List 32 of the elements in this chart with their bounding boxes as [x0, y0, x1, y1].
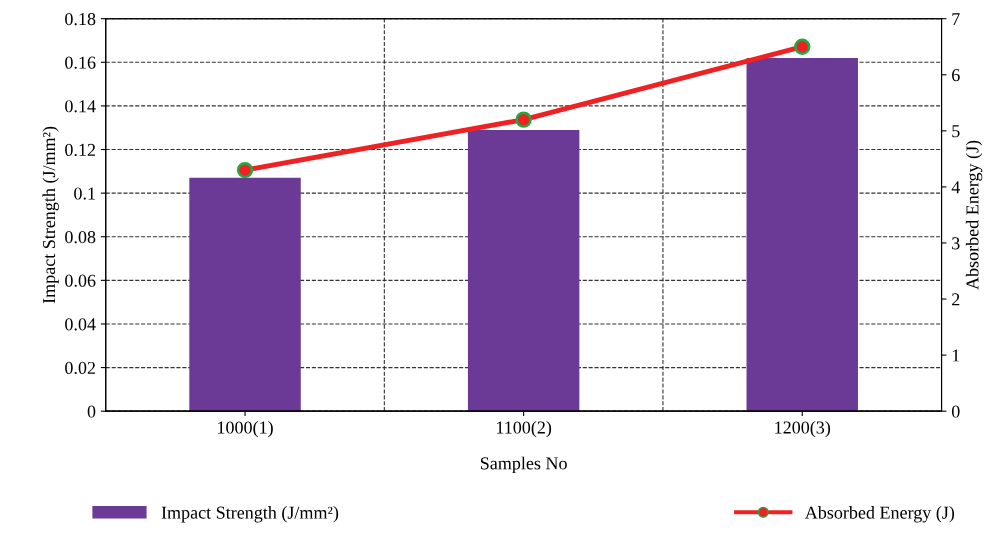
y2-axis-title: Absorbed Energy (J)	[965, 140, 983, 290]
point	[794, 38, 811, 55]
bar	[189, 177, 301, 412]
bar	[746, 57, 858, 412]
y2-tick-label: 2	[952, 293, 960, 306]
point	[236, 161, 254, 179]
y2-tick-label: 4	[951, 181, 961, 194]
legend-label: Absorbed Energy (J)	[804, 506, 955, 523]
y2-tick-label: 7	[952, 13, 960, 25]
y-tick-label: 0.06	[65, 274, 96, 287]
y-tick-label: 0.1	[74, 187, 95, 200]
y2-tick-label: 3	[952, 237, 960, 250]
y-tick-label: 0	[87, 405, 96, 418]
y-tick-label: 0.04	[65, 318, 96, 331]
y-tick-label: 0.14	[65, 100, 96, 113]
x-tick-label: 1000(1)	[218, 420, 273, 438]
y2-tick-label: 5	[952, 125, 960, 138]
y-tick-label: 0.16	[65, 56, 96, 69]
x-tick-label: 1100(2)	[496, 420, 552, 438]
x-axis-title: Samples No	[480, 456, 567, 474]
bar	[467, 129, 580, 412]
x-tick-label: 1200(3)	[775, 420, 831, 438]
y-axis-title: Impact Strength (J/mm²)	[42, 126, 59, 304]
y-tick-label: 0.12	[65, 143, 96, 157]
y-tick-label: 0.18	[65, 12, 96, 26]
y-tick-label: 0.08	[65, 231, 96, 244]
point	[515, 111, 532, 128]
y2-tick-label: 6	[952, 69, 960, 82]
y2-tick-label: 0	[951, 405, 960, 418]
y2-tick-label: 1	[952, 349, 960, 362]
y-tick-label: 0.02	[65, 361, 96, 375]
legend-label: Impact Strength (J/mm²)	[161, 506, 339, 523]
